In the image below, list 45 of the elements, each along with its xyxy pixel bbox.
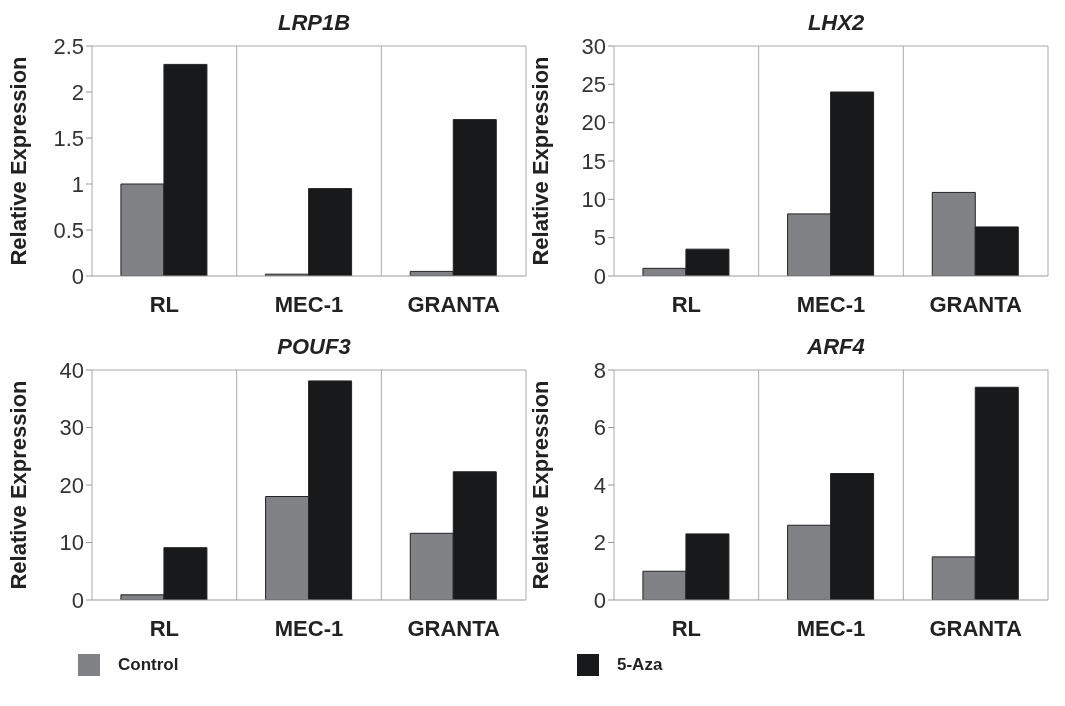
y-tick-label: 4 (593, 472, 606, 498)
chart-title: LHX2 (806, 10, 866, 36)
y-tick-label: 25 (581, 72, 606, 98)
y-tick-label: 40 (59, 357, 84, 383)
y-tick-label: 0 (71, 587, 84, 613)
y-axis-title: Relative Expression (5, 380, 31, 590)
y-tick-label: 20 (59, 472, 84, 498)
y-tick-label: 5 (593, 225, 606, 251)
y-axis-title: Relative Expression (527, 56, 553, 266)
y-tick-label: 30 (581, 33, 606, 59)
y-tick-label: 15 (581, 148, 606, 174)
x-tick-label: GRANTA (929, 291, 1023, 317)
x-tick-label: RL (149, 615, 179, 641)
y-tick-label: 0 (71, 263, 84, 289)
x-tick-label: MEC-1 (796, 291, 866, 317)
y-tick-label: 2 (71, 79, 84, 105)
y-tick-label: 6 (593, 415, 606, 441)
y-tick-label: 2.5 (53, 33, 84, 59)
x-tick-label: RL (671, 291, 701, 317)
x-tick-label: MEC-1 (274, 291, 344, 317)
x-tick-label: RL (149, 291, 179, 317)
x-tick-label: MEC-1 (274, 615, 344, 641)
x-tick-label: RL (671, 615, 701, 641)
y-axis-title: Relative Expression (527, 380, 553, 590)
x-tick-label: GRANTA (407, 291, 501, 317)
y-tick-label: 10 (59, 530, 84, 556)
y-tick-label: 1.5 (53, 125, 84, 151)
y-tick-label: 2 (593, 530, 606, 556)
y-tick-label: 0.5 (53, 217, 84, 243)
chart-title: ARF4 (806, 334, 866, 360)
y-axis-title: Relative Expression (5, 56, 31, 266)
chart-title: LRP1B (276, 10, 352, 36)
y-tick-label: 0 (593, 263, 606, 289)
legend-label: Control (117, 654, 180, 676)
x-tick-label: GRANTA (929, 615, 1023, 641)
y-tick-label: 10 (581, 187, 606, 213)
chart-title: POUF3 (276, 334, 352, 360)
y-tick-label: 1 (71, 171, 84, 197)
y-tick-label: 0 (593, 587, 606, 613)
y-tick-label: 20 (581, 110, 606, 136)
legend-label: 5-Aza (616, 654, 664, 676)
x-tick-label: GRANTA (407, 615, 501, 641)
y-tick-label: 30 (59, 415, 84, 441)
y-tick-label: 8 (593, 357, 606, 383)
x-tick-label: MEC-1 (796, 615, 866, 641)
